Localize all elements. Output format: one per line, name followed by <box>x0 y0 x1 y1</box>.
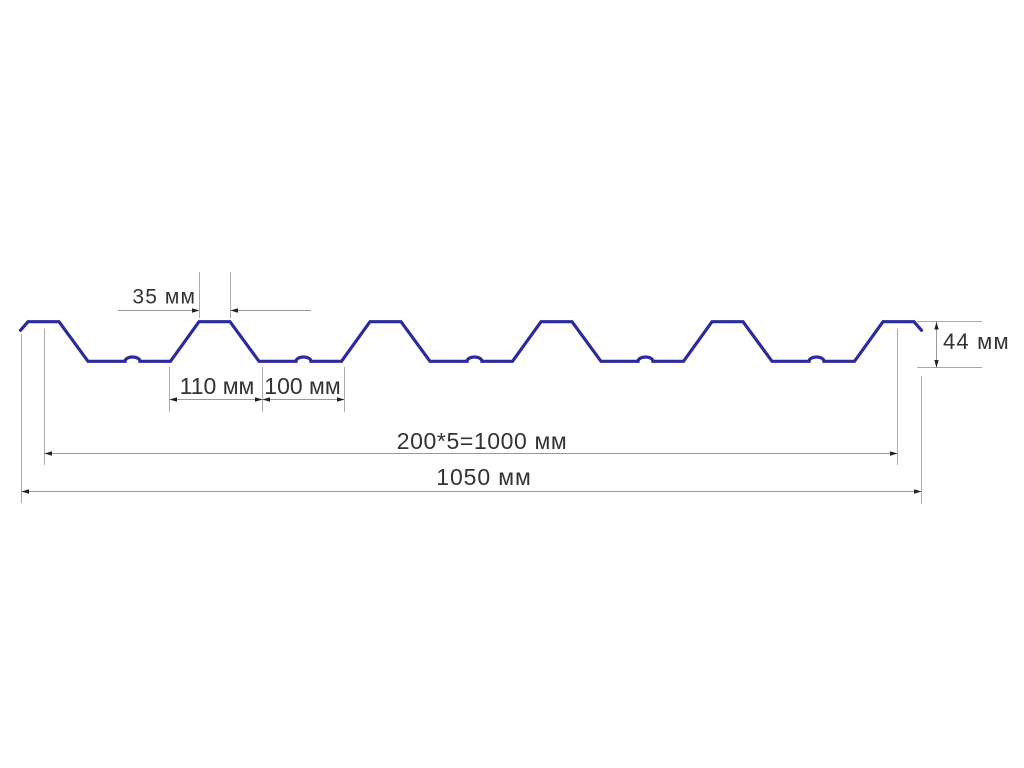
svg-text:100 мм: 100 мм <box>264 373 340 399</box>
svg-text:200*5=1000 мм: 200*5=1000 мм <box>397 428 568 454</box>
svg-text:110 мм: 110 мм <box>180 373 255 399</box>
svg-text:35 мм: 35 мм <box>132 286 196 309</box>
svg-text:1050 мм: 1050 мм <box>436 464 531 490</box>
svg-text:44 мм: 44 мм <box>943 329 1010 354</box>
